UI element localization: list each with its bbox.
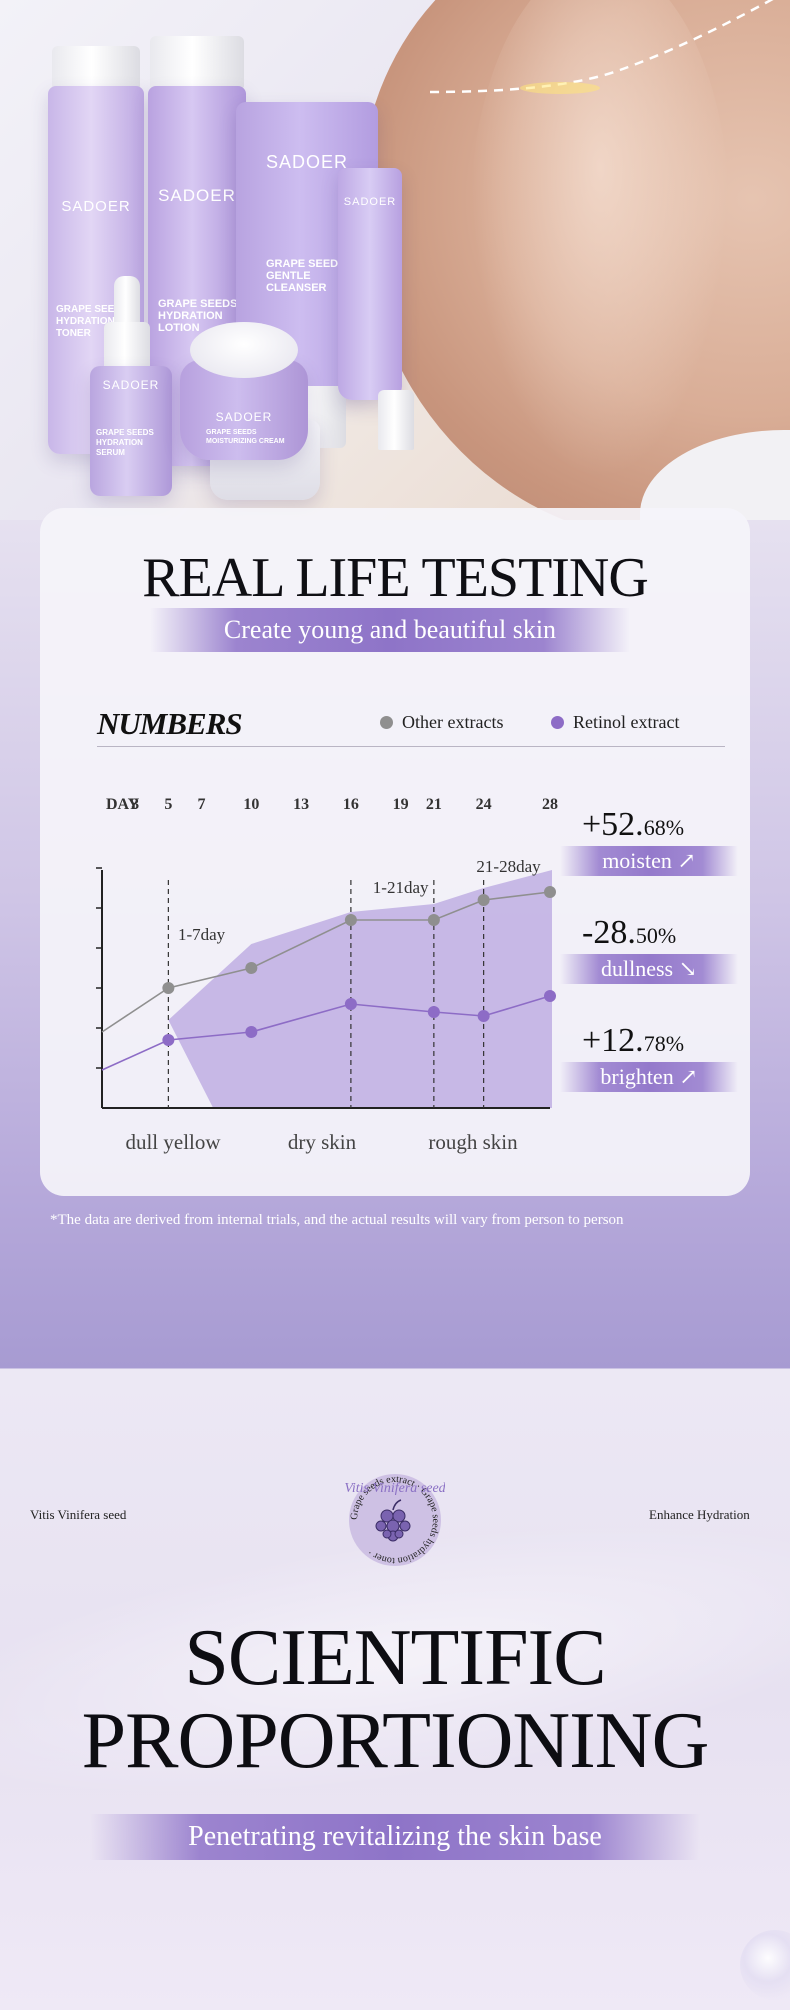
annotation-1: 1-21day bbox=[372, 878, 429, 897]
day-tick-10: 10 bbox=[243, 796, 260, 813]
point-other-2 bbox=[344, 914, 357, 926]
annotation-0: 1-7day bbox=[177, 925, 226, 944]
point-other-3 bbox=[427, 914, 440, 926]
stat-label-brighten: brighten ↗ bbox=[560, 1062, 738, 1092]
toner-brand: SADOER bbox=[61, 198, 131, 215]
point-other-0 bbox=[162, 982, 175, 994]
legend-dot-other bbox=[380, 716, 393, 729]
svg-text:Vitis Vinifera seed: Vitis Vinifera seed bbox=[345, 1481, 445, 1496]
serum-bottle: SADOER GRAPE SEEDS HYDRATION SERUM bbox=[90, 366, 172, 496]
point-other-4 bbox=[477, 894, 490, 906]
hydration-label: Enhance Hydration bbox=[649, 1507, 750, 1522]
point-retinol-0 bbox=[162, 1034, 175, 1046]
water-droplet bbox=[740, 1930, 790, 2000]
point-retinol-5 bbox=[544, 990, 556, 1002]
day-tick-7: 7 bbox=[197, 796, 206, 813]
day-tick-3: 3 bbox=[131, 796, 140, 813]
cleanser-brand: SADOER bbox=[265, 152, 349, 172]
category-1: dry skin bbox=[287, 1130, 357, 1154]
lotion-brand: SADOER bbox=[158, 186, 236, 205]
day-tick-19: 19 bbox=[392, 796, 409, 813]
cleanser-name: GRAPE SEEDS GENTLE CLEANSER bbox=[266, 258, 346, 294]
jawline-dashed-line bbox=[429, 0, 774, 94]
day-label: DAY bbox=[106, 796, 140, 813]
stat-value-brighten: +12.78% bbox=[582, 1022, 685, 1059]
cream-name: GRAPE SEEDS MOISTURIZING CREAM bbox=[206, 429, 285, 445]
day-tick-24: 24 bbox=[475, 796, 492, 813]
hero-product-image: SADOER GRAPE SEEDS HYDRATION TONER SADOE… bbox=[0, 0, 790, 520]
stat-value-moisten: +52.68% bbox=[582, 806, 685, 843]
category-2: rough skin bbox=[428, 1130, 518, 1154]
cream-swirl bbox=[190, 322, 298, 378]
science-title-line1: SCIENTIFIC bbox=[184, 1614, 606, 1702]
day-tick-5: 5 bbox=[164, 796, 173, 813]
day-tick-21: 21 bbox=[425, 796, 442, 813]
science-subtitle: Penetrating revitalizing the skin base bbox=[90, 1814, 700, 1860]
stat-label-moisten: moisten ↗ bbox=[560, 846, 738, 876]
shaded-area bbox=[168, 870, 553, 1108]
point-retinol-2 bbox=[344, 998, 357, 1010]
stat-label-dullness: dullness ↘ bbox=[560, 954, 738, 984]
testing-subtitle: Create young and beautiful skin bbox=[150, 608, 630, 652]
line-chart bbox=[96, 867, 556, 1109]
lotion-name: GRAPE SEEDS HYDRATION LOTION bbox=[158, 298, 238, 334]
eye-cream-tube: SADOER bbox=[338, 168, 402, 400]
grape-seal-icon: Grape seeds extract · Grape seeds hydrat… bbox=[345, 1474, 445, 1566]
day-tick-16: 16 bbox=[342, 796, 359, 813]
annotation-2: 21-28day bbox=[476, 857, 541, 876]
numbers-label: NUMBERS bbox=[97, 706, 243, 741]
point-retinol-4 bbox=[477, 1010, 490, 1022]
point-other-1 bbox=[245, 962, 258, 974]
divider bbox=[97, 746, 725, 747]
category-0: dull yellow bbox=[125, 1130, 221, 1154]
day-tick-13: 13 bbox=[293, 796, 310, 813]
day-tick-28: 28 bbox=[542, 796, 558, 813]
serum-name: GRAPE SEEDS HYDRATION SERUM bbox=[96, 428, 154, 457]
testing-title: REAL LIFE TESTING bbox=[142, 547, 649, 609]
toner-name: GRAPE SEEDS HYDRATION TONER bbox=[56, 304, 129, 339]
science-title-line2: PROPORTIONING bbox=[81, 1697, 710, 1785]
legend-dot-retinol bbox=[551, 716, 564, 729]
point-other-5 bbox=[544, 886, 556, 898]
point-retinol-1 bbox=[245, 1026, 258, 1038]
disclaimer-note: *The data are derived from internal tria… bbox=[50, 1212, 624, 1228]
legend-retinol: Retinol extract bbox=[551, 712, 679, 733]
vitis-label: Vitis Vinifera seed bbox=[30, 1507, 127, 1522]
stat-value-dullness: -28.50% bbox=[582, 914, 677, 951]
legend-other: Other extracts bbox=[380, 712, 503, 733]
point-retinol-3 bbox=[427, 1006, 440, 1018]
